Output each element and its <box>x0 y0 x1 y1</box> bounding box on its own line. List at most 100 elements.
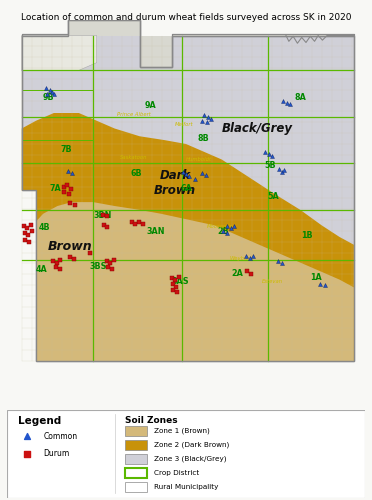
Point <box>286 100 292 108</box>
Point <box>176 272 182 280</box>
Point <box>71 201 77 209</box>
Point <box>29 227 35 235</box>
FancyBboxPatch shape <box>125 440 147 450</box>
Point <box>20 222 26 230</box>
FancyBboxPatch shape <box>125 482 147 492</box>
Text: Common: Common <box>43 432 77 441</box>
Point <box>111 256 117 264</box>
Text: Zone 3 (Black/Grey): Zone 3 (Black/Grey) <box>154 456 226 462</box>
Text: Saskatoon: Saskatoon <box>121 156 148 160</box>
Point <box>67 199 73 207</box>
Point <box>180 168 186 176</box>
Point <box>71 256 77 264</box>
Point <box>50 257 56 265</box>
Point <box>22 229 28 237</box>
Text: 7B: 7B <box>61 146 72 154</box>
Point <box>169 274 175 281</box>
Point <box>247 254 253 262</box>
Polygon shape <box>36 202 354 361</box>
Text: Dark
Brown: Dark Brown <box>154 169 196 196</box>
Point <box>69 169 75 177</box>
Point <box>208 115 214 123</box>
Polygon shape <box>22 113 354 361</box>
Text: Prince Albert: Prince Albert <box>117 112 151 117</box>
Point <box>61 182 67 190</box>
Point <box>24 224 30 232</box>
Text: 2B: 2B <box>218 226 230 235</box>
Point <box>105 263 111 271</box>
Point <box>107 259 113 267</box>
Point <box>45 90 51 98</box>
Point <box>266 150 272 158</box>
Point <box>201 111 207 119</box>
Polygon shape <box>22 20 354 66</box>
Point <box>54 259 60 267</box>
Point <box>104 257 110 265</box>
Text: Weyburn: Weyburn <box>230 256 253 261</box>
Text: 2A: 2A <box>232 270 244 278</box>
Point <box>57 265 63 273</box>
Point <box>24 450 30 458</box>
Point <box>173 282 179 290</box>
Text: Zone 1 (Brown): Zone 1 (Brown) <box>154 428 209 434</box>
Point <box>269 152 275 160</box>
Point <box>68 184 74 192</box>
Text: 9B: 9B <box>43 93 54 102</box>
Point <box>280 98 286 106</box>
Text: 3BS: 3BS <box>90 262 107 270</box>
Point <box>322 282 328 290</box>
Point <box>275 257 281 265</box>
Text: Melfort: Melfort <box>175 122 194 127</box>
Point <box>204 118 210 126</box>
Point <box>199 116 205 124</box>
Point <box>87 249 93 257</box>
Point <box>231 222 237 230</box>
Text: 4A: 4A <box>35 266 47 274</box>
Point <box>57 256 63 264</box>
Text: 1A: 1A <box>311 273 322 282</box>
Point <box>183 170 189 178</box>
Polygon shape <box>22 36 97 70</box>
Text: Soil Zones: Soil Zones <box>125 416 178 425</box>
Point <box>172 276 178 283</box>
Point <box>170 286 176 294</box>
Text: 8B: 8B <box>198 134 210 142</box>
Point <box>105 222 110 230</box>
Point <box>186 172 192 180</box>
Text: 6A: 6A <box>180 184 192 193</box>
Point <box>53 263 59 271</box>
Point <box>104 212 110 220</box>
Point <box>101 220 107 228</box>
Point <box>262 148 267 156</box>
Text: Durum: Durum <box>43 449 70 458</box>
Point <box>24 432 30 440</box>
Text: 6B: 6B <box>130 168 142 177</box>
Point <box>43 84 49 92</box>
Point <box>51 90 57 98</box>
Point <box>64 180 70 188</box>
Text: 4B: 4B <box>39 223 51 232</box>
Text: 7A: 7A <box>50 184 61 193</box>
Text: 5B: 5B <box>264 161 276 170</box>
Text: Humboldt: Humboldt <box>186 156 212 162</box>
Point <box>284 100 290 108</box>
Point <box>65 167 71 175</box>
Point <box>279 168 285 176</box>
FancyBboxPatch shape <box>7 410 365 498</box>
Point <box>26 238 32 246</box>
Point <box>66 190 72 198</box>
Point <box>203 171 209 179</box>
Point <box>228 224 234 232</box>
Point <box>243 252 249 260</box>
Point <box>244 267 250 275</box>
Point <box>61 188 67 196</box>
Point <box>49 88 55 96</box>
FancyBboxPatch shape <box>125 426 147 436</box>
Point <box>109 265 115 273</box>
Text: Legend: Legend <box>18 416 61 426</box>
Polygon shape <box>22 20 354 361</box>
Point <box>67 253 73 261</box>
Point <box>205 113 211 121</box>
Point <box>192 175 198 183</box>
Point <box>28 222 33 230</box>
